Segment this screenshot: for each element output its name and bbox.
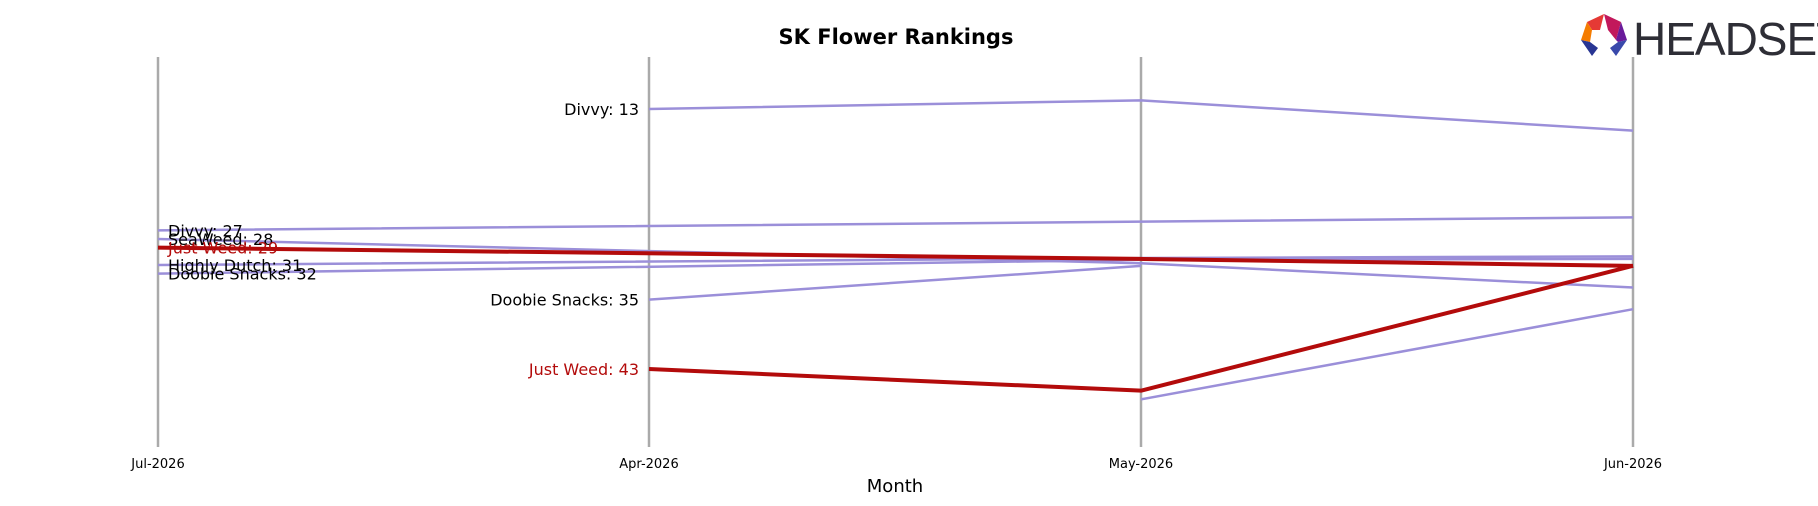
data-label-seaweed: SeaWeed: 28 [168,230,273,249]
data-label-just-weed: Just Weed: 29 [167,239,278,258]
x-tick-labels: Jul-2026 Apr-2026 May-2026 Jun-2026 [130,457,1662,472]
x-tick-jul-2026: Jul-2026 [130,457,184,472]
series-line-divvy [157,216,1634,232]
data-label-divvy: Divvy: 27 [168,221,243,240]
series-line-other [1140,307,1634,401]
x-axis-label: Month [867,476,923,497]
x-tick-apr-2026: Apr-2026 [619,457,678,472]
data-label-divvy: Divvy: 13 [564,100,639,119]
headset-logo-icon [1581,14,1627,56]
series-line-doobie-snacks [648,264,1142,301]
headset-logo-text: HEADSET [1633,13,1818,65]
data-label-doobie-snacks: Doobie Snacks: 32 [168,265,317,284]
series-lines [157,99,1634,401]
x-tick-jun-2026: Jun-2026 [1603,457,1662,472]
data-label-doobie-snacks: Doobie Snacks: 35 [490,291,639,310]
x-tick-may-2026: May-2026 [1109,457,1173,472]
headset-logo: HEADSET [1581,13,1818,65]
data-label-just-weed: Just Weed: 43 [528,360,639,379]
month-axes [156,57,1635,447]
chart-title: SK Flower Rankings [779,25,1014,49]
data-label-highly-dutch: Highly Dutch: 31 [168,256,302,275]
